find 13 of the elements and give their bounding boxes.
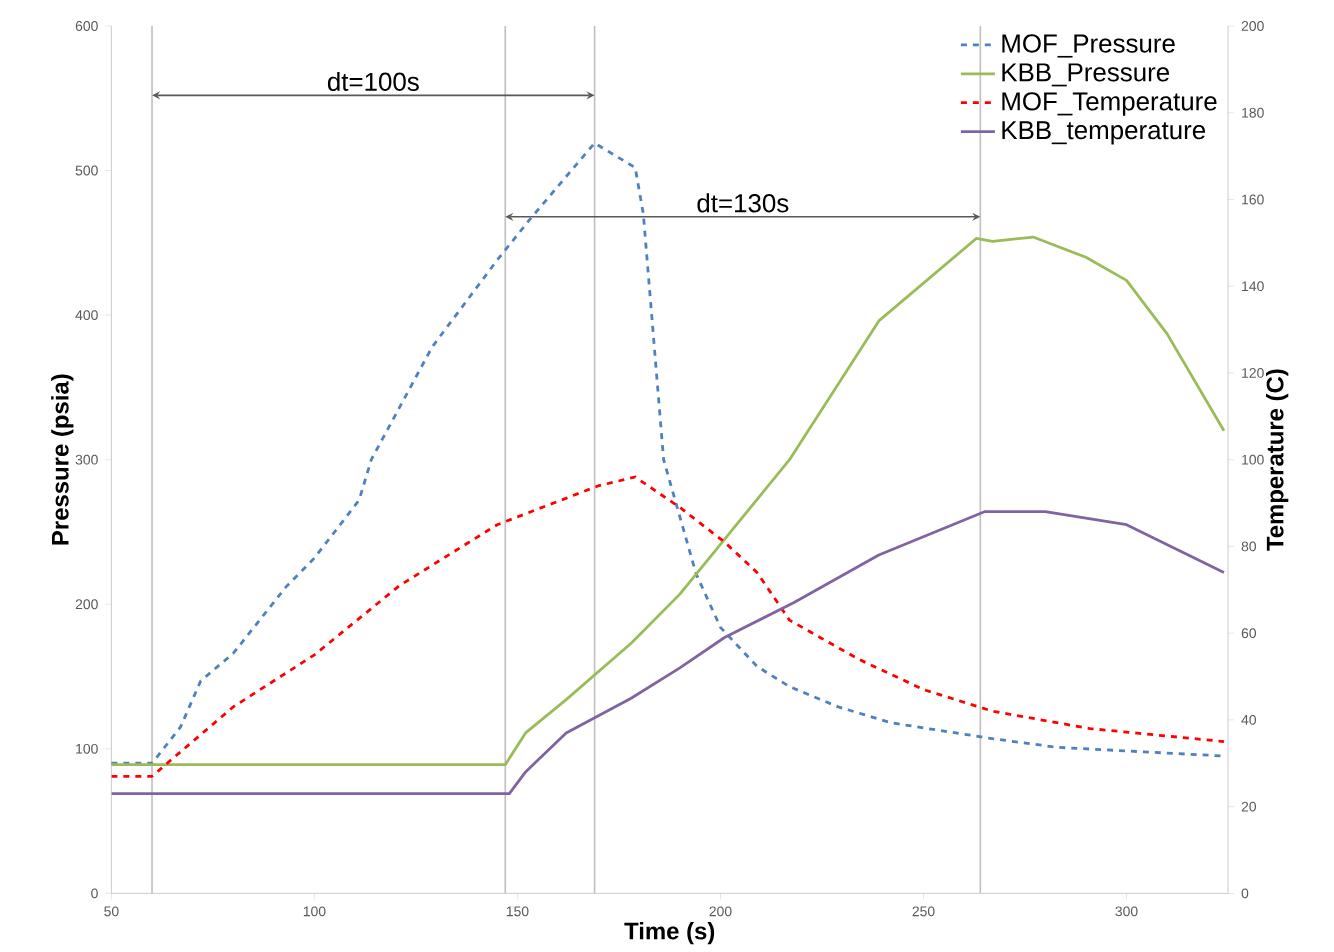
legend-label: MOF_Temperature <box>1002 92 1217 116</box>
annotation: dt=100s <box>327 71 419 91</box>
legend-label: MOF_Pressure <box>1002 34 1175 58</box>
legend-label: KBB_Pressure <box>1002 63 1170 87</box>
line-series <box>111 510 1226 796</box>
annotation: dt=130s <box>697 193 789 213</box>
legend-label: KBB_temperature <box>1002 121 1206 145</box>
line-series <box>110 235 1226 767</box>
line-series <box>111 475 1226 778</box>
y2-axis-title: Temperature (C) <box>1266 369 1289 551</box>
line-series <box>110 141 1226 765</box>
y-axis-title: Pressure (psia) <box>51 374 74 545</box>
x-axis-title: Time (s) <box>624 921 715 945</box>
